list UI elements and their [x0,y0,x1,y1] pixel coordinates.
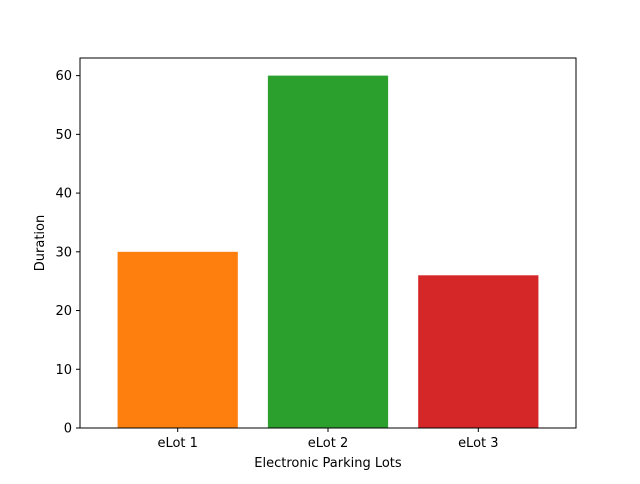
y-tick-label: 60 [55,69,72,84]
plot-frame [79,57,577,429]
x-axis-label: Electronic Parking Lots [254,456,402,471]
bar-elot-2 [267,75,389,428]
y-tick-label: 30 [55,245,72,260]
x-tick-label: eLot 3 [458,436,498,451]
y-axis-ticks: 0 10 20 30 40 50 60 [55,69,80,437]
y-tick-label: 20 [55,304,72,319]
x-tick-label: eLot 2 [308,436,348,451]
y-tick-label: 0 [64,422,72,437]
bars-group [117,75,539,428]
x-tick-label: eLot 1 [157,436,197,451]
y-tick-label: 10 [55,363,72,378]
bar-elot-1 [117,251,238,428]
bar-elot-3 [418,275,539,428]
y-tick-label: 50 [55,128,72,143]
x-axis-ticks: eLot 1 eLot 2 eLot 3 [157,428,499,451]
y-tick-label: 40 [55,187,72,202]
y-axis-label: Duration [33,215,48,271]
